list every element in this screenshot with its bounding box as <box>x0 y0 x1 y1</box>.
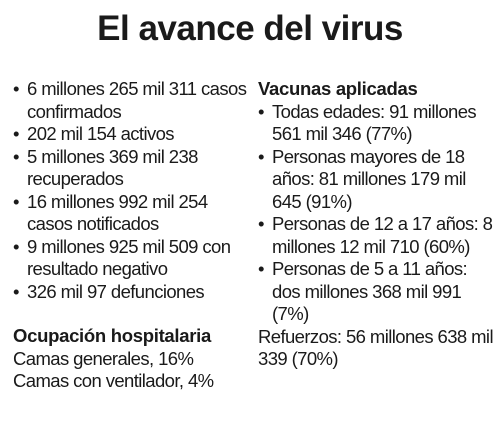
vaccine-12-17: Personas de 12 a 17 años: 8 millones 12 … <box>258 213 498 258</box>
stat-notified: 16 millones 992 mil 254 casos notificado… <box>13 191 251 236</box>
vaccine-all-ages: Todas edades: 91 millones 561 mil 346 (7… <box>258 101 498 146</box>
stat-active: 202 mil 154 activos <box>13 123 251 146</box>
vaccine-boosters: Refuerzos: 56 millones 638 mil 339 (70%) <box>258 325 494 370</box>
cases-column: 6 millones 265 mil 311 casos confirmados… <box>13 78 251 393</box>
vaccines-heading: Vacunas aplicadas <box>258 78 418 99</box>
vaccines-column: Vacunas aplicadas Todas edades: 91 millo… <box>258 78 498 371</box>
infographic-title: El avance del virus <box>97 9 403 48</box>
stat-deaths: 326 mil 97 defunciones <box>13 281 251 304</box>
vaccine-5-11: Personas de 5 a 11 años: dos millones 36… <box>258 258 498 326</box>
stat-negative: 9 millones 925 mil 509 con resultado neg… <box>13 236 251 281</box>
case-stats-list: 6 millones 265 mil 311 casos confirmados… <box>13 78 251 303</box>
hospital-occupancy-section: Ocupación hospitalaria Camas generales, … <box>13 325 251 393</box>
hospital-occupancy-heading: Ocupación hospitalaria <box>13 325 211 346</box>
hospital-general-beds: Camas generales, 16% <box>13 347 194 369</box>
stat-recovered: 5 millones 369 mil 238 recuperados <box>13 146 251 191</box>
hospital-ventilator-beds: Camas con ventilador, 4% <box>13 370 214 391</box>
vaccine-stats-list: Todas edades: 91 millones 561 mil 346 (7… <box>258 101 498 326</box>
vaccine-adults: Personas mayores de 18 años: 81 millones… <box>258 146 498 214</box>
stat-confirmed: 6 millones 265 mil 311 casos confirmados <box>13 78 251 123</box>
